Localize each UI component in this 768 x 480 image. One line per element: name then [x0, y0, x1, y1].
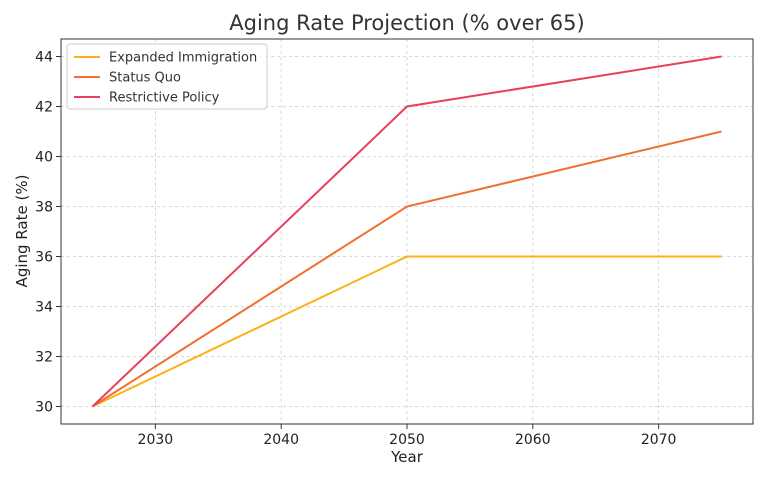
grid — [61, 39, 753, 424]
legend: Expanded Immigration Status Quo Restrictiv… — [66, 43, 268, 110]
y-axis-ticks: 30 32 34 36 38 40 42 44 — [35, 50, 61, 416]
x-tick-label: 2070 — [641, 432, 677, 448]
x-tick-label: 2040 — [263, 432, 299, 448]
y-tick-label: 34 — [35, 300, 53, 316]
y-tick-label: 40 — [35, 150, 53, 166]
y-axis-label: Aging Rate (%) — [13, 175, 31, 288]
legend-label: Expanded Immigration — [109, 51, 257, 66]
series-line-expanded-immigration — [92, 255, 722, 408]
y-tick-label: 32 — [35, 350, 53, 366]
y-tick-label: 36 — [35, 250, 53, 266]
series-group — [91, 55, 722, 408]
series-line-status-quo — [91, 130, 722, 408]
y-tick-label: 44 — [35, 50, 53, 66]
x-axis-label: Year — [390, 448, 424, 466]
y-tick-label: 30 — [35, 400, 53, 416]
legend-label: Status Quo — [109, 71, 181, 86]
x-axis-ticks: 2030 2040 2050 2060 2070 — [138, 424, 677, 448]
y-tick-label: 38 — [35, 200, 53, 216]
x-tick-label: 2030 — [138, 432, 174, 448]
x-tick-label: 2060 — [515, 432, 551, 448]
legend-label: Restrictive Policy — [109, 91, 220, 106]
legend-box — [66, 43, 268, 110]
y-tick-label: 42 — [35, 100, 53, 116]
x-tick-label: 2050 — [389, 432, 425, 448]
chart-title: Aging Rate Projection (% over 65) — [229, 11, 584, 35]
series-line-restrictive-policy — [91, 55, 722, 408]
